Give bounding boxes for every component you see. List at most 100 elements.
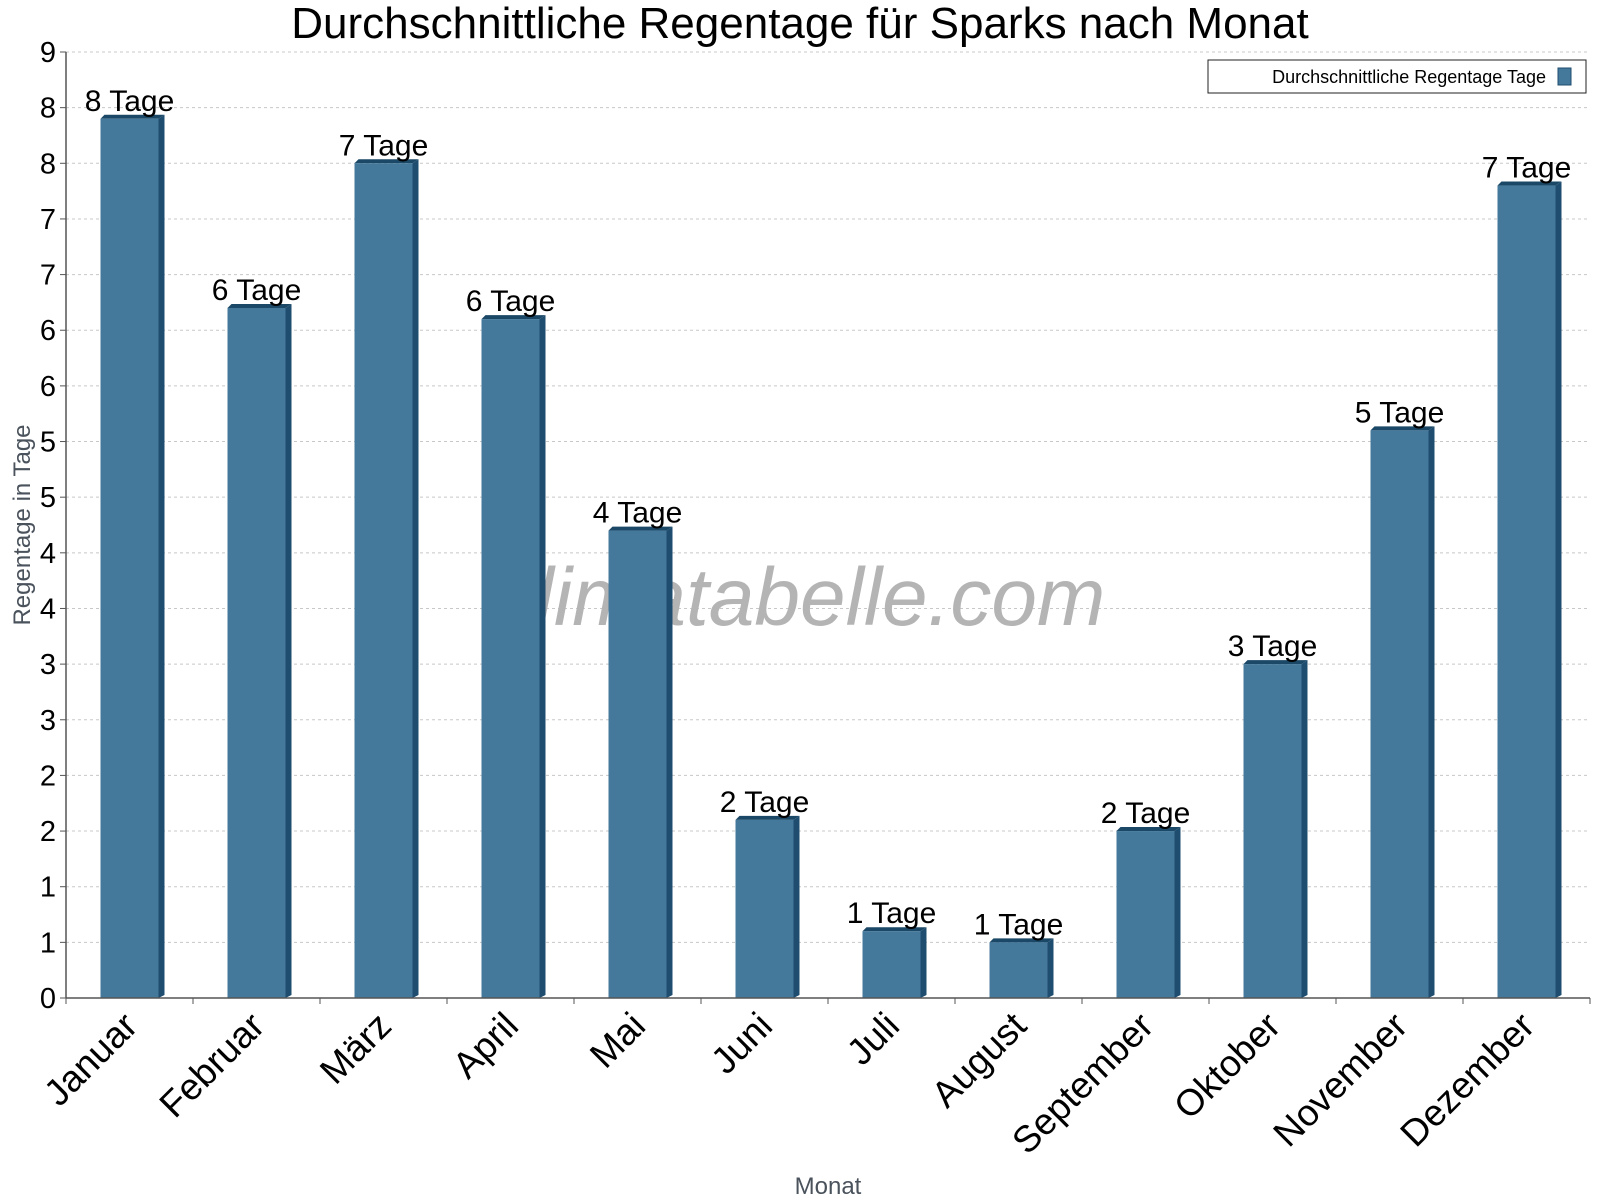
x-tick-label: Dezember bbox=[1392, 1005, 1542, 1155]
bar-front bbox=[354, 163, 413, 998]
data-label: 1 Tage bbox=[974, 908, 1064, 941]
y-tick-label: 1 bbox=[40, 872, 56, 904]
x-tick-label: Juni bbox=[703, 1005, 780, 1082]
y-axis-title: Regentage in Tage bbox=[9, 424, 36, 625]
x-tick-label: April bbox=[445, 1005, 526, 1086]
bar-front bbox=[735, 819, 794, 998]
bar-front bbox=[100, 118, 159, 998]
legend-swatch bbox=[1557, 67, 1572, 86]
bar-top bbox=[100, 114, 165, 119]
data-label: 5 Tage bbox=[1355, 396, 1445, 429]
bar bbox=[1370, 426, 1435, 998]
grid-lines bbox=[66, 51, 1590, 943]
y-tick-label: 1 bbox=[40, 927, 56, 959]
data-label: 4 Tage bbox=[593, 497, 683, 530]
bar bbox=[354, 159, 419, 998]
chart-title: Durchschnittliche Regentage für Sparks n… bbox=[291, 0, 1308, 48]
x-axis-title: Monat bbox=[795, 1173, 862, 1200]
bar-top bbox=[227, 303, 292, 308]
data-label: 7 Tage bbox=[1482, 152, 1572, 185]
bar-top bbox=[989, 938, 1054, 943]
data-label: 6 Tage bbox=[212, 274, 302, 307]
y-tick-label: 2 bbox=[40, 760, 56, 792]
x-tick-label: Juli bbox=[839, 1005, 907, 1073]
y-tick-labels: 0 1 1 2 2 3 3 4 4 5 5 6 6 7 7 8 8 9 bbox=[40, 37, 66, 1015]
bar-front bbox=[227, 307, 286, 999]
bar-top bbox=[1243, 660, 1308, 665]
bar-side bbox=[920, 927, 927, 998]
y-tick-label: 6 bbox=[40, 315, 56, 347]
data-label: 2 Tage bbox=[1101, 797, 1191, 830]
x-tick-label: Mai bbox=[582, 1005, 653, 1076]
x-tick-label: März bbox=[312, 1005, 399, 1092]
bar-side bbox=[793, 815, 800, 998]
bar-front bbox=[989, 942, 1048, 998]
axes bbox=[65, 52, 1590, 999]
data-label: 6 Tage bbox=[466, 285, 556, 318]
bar bbox=[1497, 181, 1562, 998]
data-label: 1 Tage bbox=[847, 897, 937, 930]
bar bbox=[862, 927, 927, 998]
data-label: 3 Tage bbox=[1228, 630, 1318, 663]
bar-side bbox=[158, 114, 165, 998]
y-tick-label: 5 bbox=[40, 482, 56, 514]
bar-top bbox=[481, 315, 546, 320]
x-tick-label: November bbox=[1265, 1005, 1415, 1155]
bar-side bbox=[666, 526, 673, 998]
y-tick-label: 3 bbox=[40, 649, 56, 681]
bar-front bbox=[1370, 430, 1429, 998]
bar bbox=[735, 815, 800, 998]
bar bbox=[1243, 660, 1308, 998]
x-tick-label: August bbox=[924, 1004, 1035, 1115]
bar-top bbox=[735, 815, 800, 820]
bar-top bbox=[354, 159, 419, 164]
bar-front bbox=[862, 931, 921, 998]
y-tick-label: 3 bbox=[40, 705, 56, 737]
bar-side bbox=[1047, 938, 1054, 998]
x-tick-labels: Januar Februar März April Mai Juni Juli AugustS… bbox=[36, 998, 1591, 1162]
bar-front bbox=[608, 530, 667, 998]
data-labels: 8 Tage 6 Tage 7 Tage 6 Tage 4 Tage 2 Tage 1 Ta… bbox=[85, 85, 1572, 942]
y-tick-label: 7 bbox=[40, 204, 56, 236]
bar-top bbox=[862, 927, 927, 932]
legend-label: Durchschnittliche Regentage Tage bbox=[1272, 67, 1546, 87]
bar-side bbox=[1428, 426, 1435, 998]
bar-top bbox=[608, 526, 673, 531]
bar-side bbox=[1555, 181, 1562, 998]
bar bbox=[481, 315, 546, 998]
x-tick-label: Oktober bbox=[1166, 1005, 1288, 1127]
data-label: 2 Tage bbox=[720, 786, 810, 819]
y-tick-label: 4 bbox=[40, 593, 56, 625]
y-tick-label: 6 bbox=[40, 371, 56, 403]
y-tick-label: 4 bbox=[40, 538, 56, 570]
bar-top bbox=[1497, 181, 1562, 186]
bar-side bbox=[412, 159, 419, 998]
x-tick-label: Februar bbox=[152, 1005, 273, 1126]
bar bbox=[227, 303, 292, 999]
bar-front bbox=[481, 319, 540, 998]
bar bbox=[608, 526, 673, 998]
bar bbox=[1116, 827, 1181, 998]
y-tick-label: 5 bbox=[40, 427, 56, 459]
bar-side bbox=[285, 303, 292, 999]
bar-top bbox=[1370, 426, 1435, 431]
y-tick-label: 7 bbox=[40, 260, 56, 292]
y-tick-label: 2 bbox=[40, 816, 56, 848]
legend-box bbox=[1207, 59, 1587, 94]
y-tick-label: 8 bbox=[40, 93, 56, 125]
legend: Durchschnittliche Regentage Tage bbox=[1207, 59, 1587, 94]
bar-front bbox=[1497, 185, 1556, 998]
data-label: 7 Tage bbox=[339, 129, 429, 162]
bar-top bbox=[1116, 827, 1181, 832]
y-tick-label: 9 bbox=[40, 37, 56, 69]
bar-side bbox=[539, 315, 546, 998]
watermark: klimatabelle.com bbox=[495, 552, 1106, 643]
bar-side bbox=[1301, 660, 1308, 998]
y-tick-label: 8 bbox=[40, 148, 56, 180]
x-tick-label: Januar bbox=[36, 1005, 145, 1114]
bar-side bbox=[1174, 827, 1181, 998]
y-tick-label: 0 bbox=[40, 983, 56, 1015]
bars bbox=[100, 114, 1562, 999]
bar-front bbox=[1116, 831, 1175, 998]
